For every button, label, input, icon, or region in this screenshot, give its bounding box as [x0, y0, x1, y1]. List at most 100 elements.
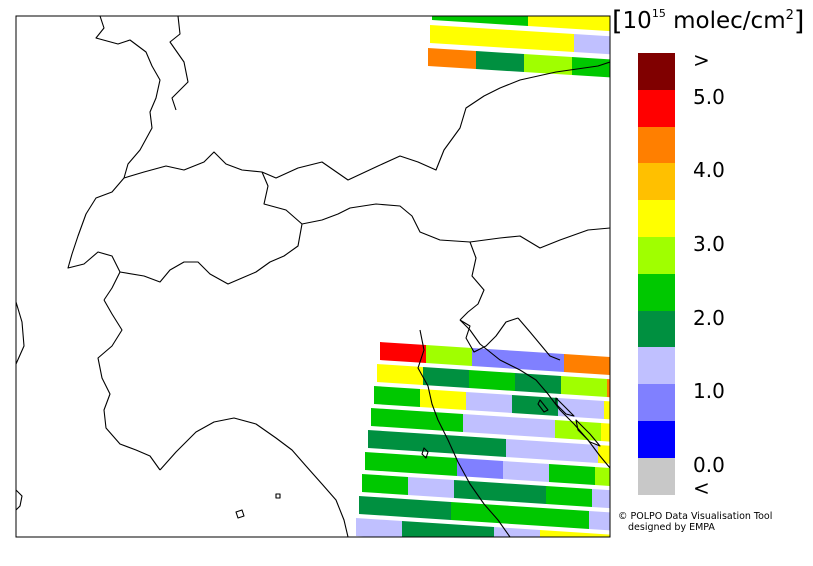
legend-swatch [638, 126, 675, 164]
swath-pixel [353, 540, 399, 561]
swath-pixel [503, 461, 549, 482]
coast-corsica [16, 489, 23, 511]
legend-swatch [638, 236, 675, 274]
swath-pixel [546, 486, 592, 507]
swath-pixel [451, 502, 497, 523]
swath-pixel [402, 521, 448, 537]
legend-color-scale [638, 53, 675, 495]
swath-pixel [552, 442, 598, 463]
swath-pixel [572, 57, 610, 78]
swath-pixel [558, 398, 604, 419]
border-fr-de [95, 16, 161, 179]
swath-pixel [574, 34, 610, 55]
swath-pixel [460, 436, 506, 457]
swath-pixel [420, 389, 466, 410]
coast-croatia [459, 319, 610, 469]
legend-swatch [638, 384, 675, 421]
swath-pixel [428, 48, 476, 69]
swath-pixel [399, 543, 445, 564]
coast-adriatic [417, 329, 511, 537]
swath-pixel [411, 455, 457, 476]
swath-pixel [494, 527, 540, 537]
legend-label: 0.0 [693, 452, 725, 477]
swath-pixel [469, 370, 515, 391]
legend-swatch [638, 420, 675, 458]
swath-pixel [607, 379, 610, 398]
legend-swatch [638, 89, 675, 127]
swath-pixel [356, 518, 402, 537]
swath-pixel [374, 386, 420, 407]
swath-pixel [540, 530, 586, 537]
swath-pixel [371, 408, 417, 429]
island-small [275, 493, 281, 499]
legend-swatch [638, 457, 675, 495]
swath-pixel [359, 496, 405, 517]
border-ch-it [119, 223, 303, 285]
swath-pixel [592, 489, 610, 509]
swath-pixel [365, 452, 411, 473]
legend-swatch [638, 273, 675, 311]
legend-swatch [638, 347, 675, 385]
swath-pixel [524, 54, 572, 75]
swath-pixel [564, 354, 610, 375]
swath-pixel [576, 16, 610, 32]
swath-pixel [491, 549, 537, 566]
border-de-ch-north [123, 151, 263, 179]
border-de-at [261, 61, 610, 181]
swath-pixel [598, 445, 610, 464]
credits-line-2: designed by EMPA [628, 522, 715, 533]
swath-pixel [480, 16, 528, 26]
swath-pixel [445, 546, 491, 566]
map-background [16, 16, 610, 537]
swath-pixel [368, 430, 414, 451]
swath-pixel [426, 345, 472, 366]
border-fr-it [97, 299, 161, 471]
swath-pixel [497, 505, 543, 526]
legend-swatch [638, 200, 675, 237]
map-content [16, 16, 629, 566]
swath-pixel [463, 414, 509, 435]
island-1 [555, 397, 575, 417]
swath-pixel [476, 51, 524, 72]
swath-pixel [561, 376, 607, 397]
coast-liguria [159, 417, 349, 537]
swath-pixel [589, 511, 610, 531]
legend-label: 4.0 [693, 158, 725, 183]
swath-pixel [543, 508, 589, 529]
credits: © POLPO Data Visualisation Tool designed… [618, 511, 772, 533]
border-ch-at [261, 171, 610, 249]
swath-pixel [586, 533, 610, 537]
swath-pixel [526, 31, 574, 52]
legend-label: 3.0 [693, 232, 725, 256]
swath-pixel [518, 351, 564, 372]
border-fr-inner [16, 301, 25, 365]
legend-label: > [693, 48, 710, 72]
legend-swatch [638, 163, 675, 201]
island-elba [235, 509, 245, 519]
swath-pixel [408, 477, 454, 498]
swath-pixel [537, 552, 583, 566]
swath-pixel [466, 392, 512, 413]
border-at-it [459, 241, 485, 321]
swath-pixel [506, 439, 552, 460]
lake-garda [421, 447, 429, 459]
map-border [15, 15, 611, 538]
swath-pixel [405, 499, 451, 520]
country-borders [16, 16, 610, 537]
legend-label: 5.0 [693, 84, 725, 109]
swath-pixel [500, 483, 546, 504]
border-hr-si [517, 317, 561, 361]
swath-pixel [528, 16, 576, 29]
swath-pixel [583, 555, 629, 566]
swath-pixel [478, 28, 526, 49]
island-3 [537, 399, 549, 413]
legend-label: 1.0 [693, 379, 725, 404]
swath-pixel [457, 458, 503, 479]
swath-pixel [417, 411, 463, 432]
legend-swatch [638, 310, 675, 348]
legend-swatch [638, 53, 675, 90]
swath-pixel [604, 401, 610, 420]
legend-label-below: < [693, 476, 710, 500]
legend-units-label: [1015 molec/cm2] [612, 6, 805, 37]
swath-pixel [362, 474, 408, 495]
